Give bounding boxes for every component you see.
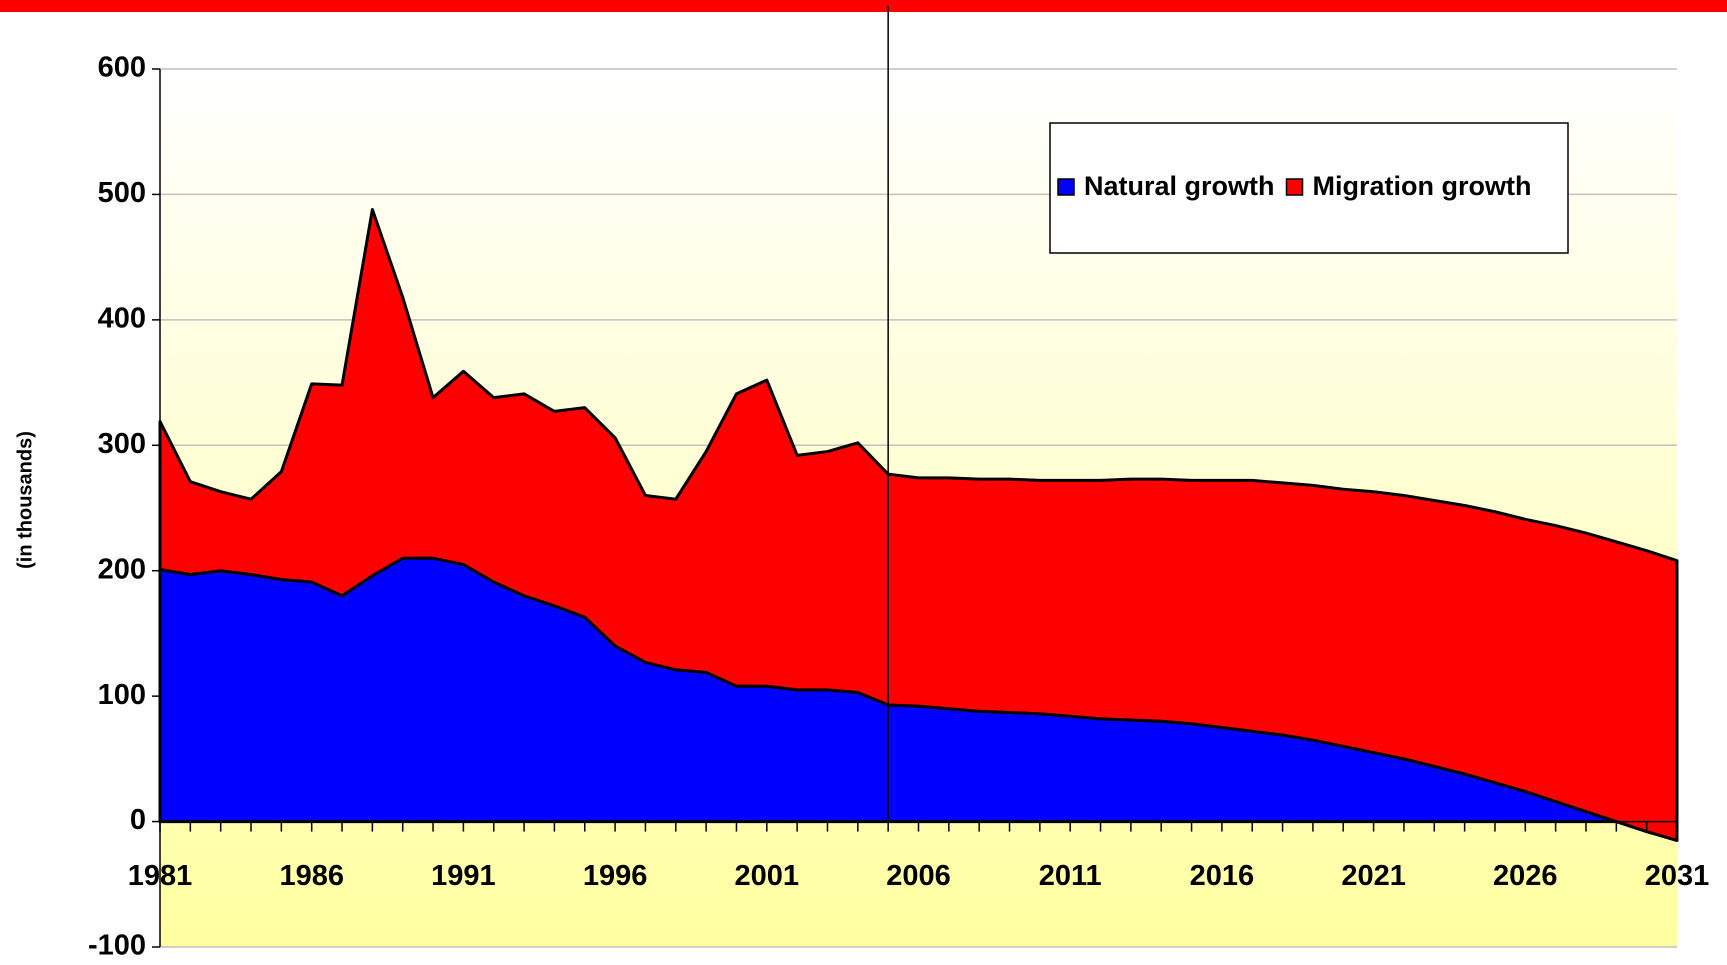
header-band: [0, 0, 1727, 12]
x-tick-label: 2021: [1341, 860, 1406, 892]
legend-label: Migration growth: [1313, 171, 1532, 201]
y-tick-label: 0: [130, 804, 146, 836]
legend-swatch: [1057, 178, 1075, 196]
x-tick-label: 1986: [279, 860, 344, 892]
legend-box: [1049, 122, 1569, 254]
y-tick-label: 400: [98, 303, 146, 335]
x-tick-label: 1996: [583, 860, 648, 892]
x-tick-label: 2031: [1645, 860, 1710, 892]
legend: Natural growth Migration growth: [1049, 122, 1569, 254]
x-tick-label: 2001: [735, 860, 800, 892]
y-tick-label: -100: [88, 930, 146, 962]
y-tick-label: 600: [98, 52, 146, 84]
x-tick-label: 2011: [1039, 860, 1102, 892]
area: [158, 207, 1679, 842]
x-tick-label: 1981: [128, 860, 193, 892]
y-tick-label: 300: [98, 428, 146, 460]
legend-label: Natural growth: [1084, 171, 1275, 201]
y-tick-label: 100: [98, 679, 146, 711]
y-tick-label: 500: [98, 177, 146, 209]
legend-swatch: [1285, 178, 1304, 196]
x-tick-label: 1991: [431, 860, 496, 892]
x-tick-label: 2016: [1190, 860, 1255, 892]
x-tick-label: 2006: [886, 860, 951, 892]
y-axis-label: (in thousands): [14, 431, 36, 569]
x-tick-label: 2026: [1493, 860, 1558, 892]
y-tick-label: 200: [98, 553, 146, 585]
